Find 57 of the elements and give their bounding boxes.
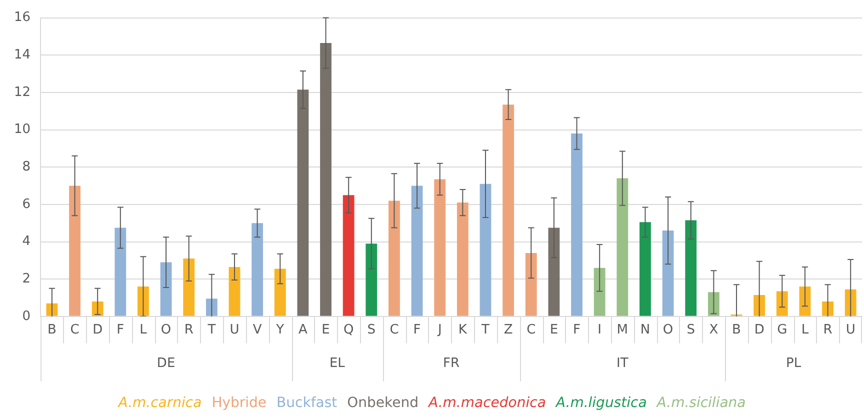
text: FR xyxy=(443,356,460,371)
x-tick-label: U xyxy=(846,322,856,338)
x-tick-label: Z xyxy=(504,322,513,338)
text: A.m.macedonica xyxy=(428,395,546,411)
x-tick-label: F xyxy=(116,322,124,338)
y-tick-label: 14 xyxy=(14,48,31,62)
y-tick-label: 16 xyxy=(14,10,31,26)
text: DE xyxy=(156,356,176,371)
x-tick-label: V xyxy=(252,322,262,338)
y-tick-label: 10 xyxy=(14,122,31,138)
x-tick-label: X xyxy=(709,322,718,338)
x-tick-label: E xyxy=(322,322,330,338)
x-tick-label: K xyxy=(458,322,468,338)
x-tick-label: A xyxy=(298,322,308,338)
text: IT xyxy=(616,356,628,371)
y-tick-label: 2 xyxy=(22,271,31,286)
x-tick-label: Y xyxy=(275,322,284,338)
x-tick-label: G xyxy=(777,322,788,338)
y-tick-label: 6 xyxy=(22,196,31,212)
text: Hybride xyxy=(212,395,267,411)
x-tick-label: L xyxy=(140,322,148,338)
x-tick-label: M xyxy=(616,322,628,338)
x-tick-label: D xyxy=(754,322,764,338)
text: A.m.siciliana xyxy=(656,395,746,411)
x-tick-label: B xyxy=(732,322,741,338)
text: EL xyxy=(329,356,346,371)
x-tick-label: U xyxy=(230,322,240,338)
text: A.m.carnica xyxy=(118,395,202,411)
text: A.m.ligustica xyxy=(556,395,647,411)
x-tick-label: C xyxy=(70,322,80,338)
x-tick-label: Q xyxy=(343,322,354,338)
y-tick-label: 4 xyxy=(22,234,31,250)
x-tick-label: I xyxy=(598,322,602,338)
x-tick-label: N xyxy=(640,322,650,338)
y-tick-label: 8 xyxy=(22,159,31,174)
text: Onbekend xyxy=(347,395,418,411)
x-tick-label: F xyxy=(413,322,421,338)
x-tick-label: O xyxy=(160,322,172,338)
text: Buckfast xyxy=(276,395,338,411)
x-tick-label: E xyxy=(550,322,558,338)
x-tick-label: L xyxy=(801,322,810,338)
text: PL xyxy=(786,356,802,371)
x-tick-label: S xyxy=(686,322,695,338)
x-tick-label: O xyxy=(662,322,674,338)
x-tick-label: T xyxy=(480,322,490,338)
x-tick-label: S xyxy=(367,322,376,338)
y-tick-label: 0 xyxy=(22,308,31,324)
x-tick-label: D xyxy=(92,322,103,338)
x-tick-label: R xyxy=(823,322,832,338)
x-tick-label: C xyxy=(390,322,399,338)
x-tick-label: F xyxy=(573,322,581,338)
x-tick-label: T xyxy=(206,322,216,338)
x-tick-label: J xyxy=(436,322,442,338)
x-tick-label: B xyxy=(47,322,56,338)
x-tick-label: R xyxy=(184,322,194,338)
y-tick-label: 12 xyxy=(14,84,31,100)
x-tick-label: C xyxy=(526,322,536,338)
